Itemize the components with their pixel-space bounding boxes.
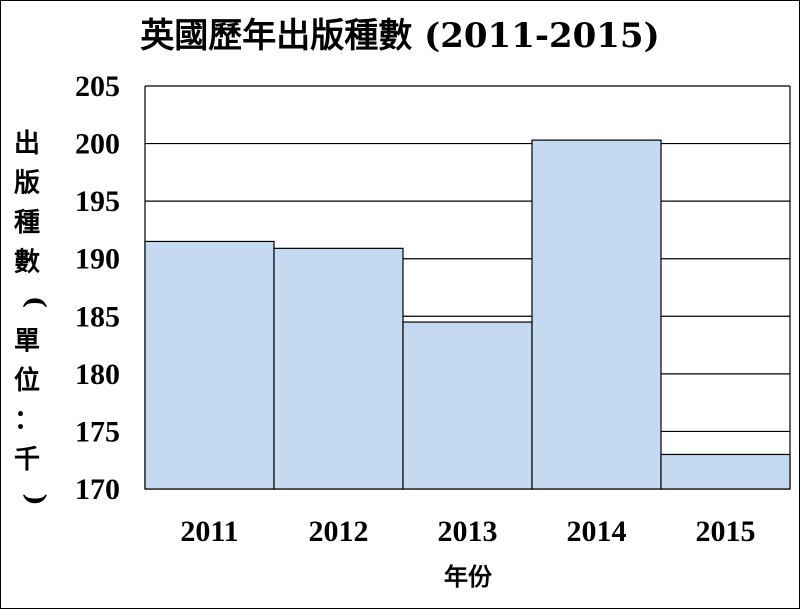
y-axis-label-char: 單 [14, 327, 40, 357]
y-tick-label-175: 175 [75, 415, 120, 448]
y-tick-label-180: 180 [75, 358, 120, 391]
y-tick-label-190: 190 [75, 243, 120, 276]
y-tick-label-200: 200 [75, 128, 120, 161]
bar-2012 [273, 247, 404, 490]
y-axis-label: 出版種數 ( 單位 ： 千) [13, 129, 50, 506]
y-tick-label-195: 195 [75, 185, 120, 218]
y-axis-label-char: 版 [13, 169, 40, 199]
bar-2013 [402, 321, 533, 490]
x-tick-label-2012: 2012 [309, 515, 369, 548]
y-axis-label-char: 千 [14, 445, 40, 475]
x-axis-label: 年份 [444, 562, 493, 591]
y-axis-label-char: 出 [14, 129, 40, 159]
x-tick-label-2013: 2013 [438, 515, 498, 548]
y-axis-label-char: ： [14, 406, 40, 436]
y-tick-label-170: 170 [75, 473, 120, 506]
y-axis-label-char: 種 [14, 208, 40, 238]
x-tick-label-2011: 2011 [180, 515, 238, 548]
y-axis-label-char: 數 [14, 248, 40, 278]
y-tick-label-185: 185 [75, 300, 120, 333]
y-axis-label-char: ( [20, 296, 50, 308]
x-tick-label-2015: 2015 [696, 515, 756, 548]
bar-2015 [660, 453, 791, 490]
y-tick-label-205: 205 [75, 70, 120, 103]
y-axis-label-char: 位 [14, 365, 40, 396]
chart-title: 英國歷年出版種數 (2011-2015) [140, 16, 659, 56]
bars [144, 139, 791, 490]
bar-2014 [531, 139, 662, 490]
x-tick-label-2014: 2014 [567, 515, 627, 548]
bar-2011 [144, 240, 275, 490]
y-axis-ticks: 170 175 180 185 190 195 200 205 [75, 70, 120, 506]
x-axis-ticks: 2011 2012 2013 2014 2015 [180, 515, 755, 548]
y-axis-label-char: ) [20, 493, 50, 505]
